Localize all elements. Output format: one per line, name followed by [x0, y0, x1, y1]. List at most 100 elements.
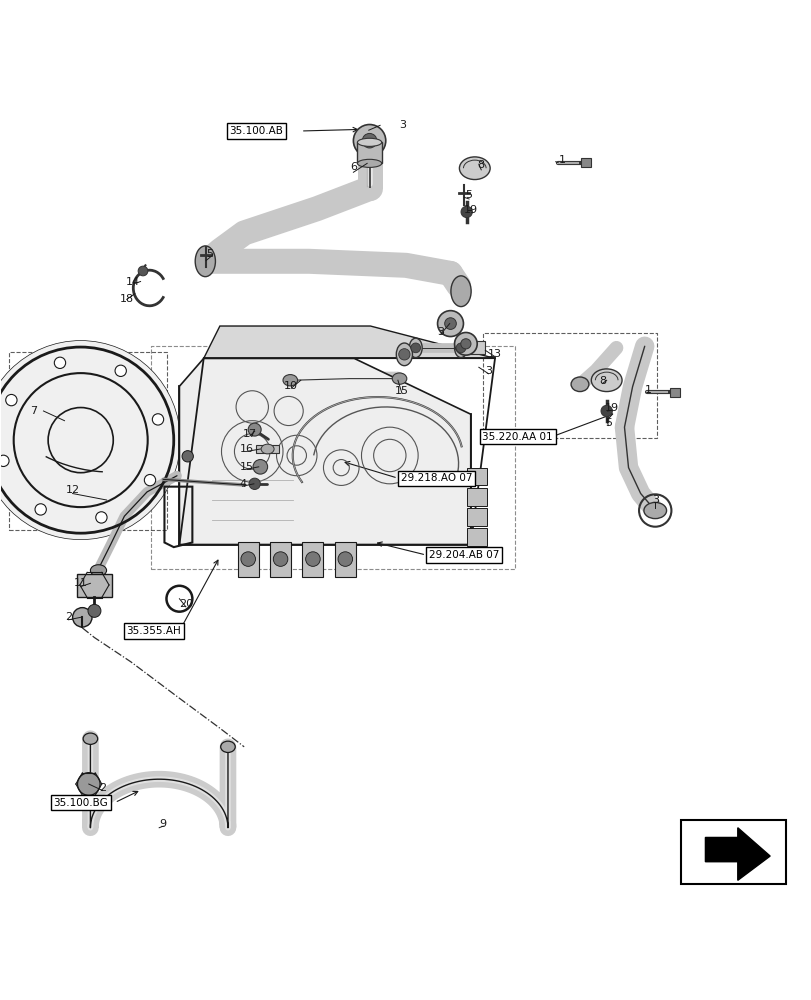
Circle shape	[54, 357, 66, 368]
Circle shape	[241, 552, 255, 566]
Circle shape	[248, 423, 261, 436]
Circle shape	[0, 341, 180, 540]
Text: 35.355.AH: 35.355.AH	[126, 626, 181, 636]
Ellipse shape	[261, 444, 274, 454]
FancyBboxPatch shape	[680, 820, 785, 884]
Text: 29.204.AB 07: 29.204.AB 07	[428, 550, 499, 560]
Text: 2: 2	[99, 783, 106, 793]
Circle shape	[410, 343, 420, 353]
FancyBboxPatch shape	[334, 542, 355, 577]
Circle shape	[456, 343, 466, 353]
Text: 8: 8	[599, 376, 606, 386]
Text: 12: 12	[66, 485, 79, 495]
FancyBboxPatch shape	[580, 158, 590, 167]
Circle shape	[454, 332, 477, 355]
Circle shape	[115, 365, 127, 376]
Text: 9: 9	[160, 819, 166, 829]
Circle shape	[0, 455, 9, 466]
Text: 35.100.BG: 35.100.BG	[54, 798, 108, 808]
Ellipse shape	[195, 246, 215, 277]
Circle shape	[461, 206, 472, 218]
Text: 19: 19	[604, 403, 619, 413]
Polygon shape	[204, 326, 495, 358]
Ellipse shape	[83, 733, 97, 744]
Circle shape	[77, 773, 100, 795]
Text: 17: 17	[242, 429, 256, 439]
Circle shape	[362, 133, 376, 148]
Ellipse shape	[396, 343, 412, 366]
Circle shape	[182, 451, 193, 462]
Ellipse shape	[570, 377, 588, 392]
Circle shape	[253, 460, 268, 474]
Circle shape	[152, 414, 164, 425]
Text: 3: 3	[651, 495, 658, 505]
Text: 2: 2	[65, 612, 72, 622]
Text: 18: 18	[119, 294, 134, 304]
Ellipse shape	[590, 369, 621, 392]
Ellipse shape	[392, 373, 406, 384]
Ellipse shape	[221, 741, 235, 752]
Ellipse shape	[357, 159, 381, 167]
Polygon shape	[179, 358, 470, 545]
Text: 16: 16	[239, 444, 253, 454]
Ellipse shape	[90, 565, 106, 576]
Text: 35.100.AB: 35.100.AB	[229, 126, 283, 136]
Text: 4: 4	[238, 479, 246, 489]
Circle shape	[460, 339, 470, 349]
Ellipse shape	[283, 375, 297, 386]
Text: 19: 19	[463, 205, 477, 215]
Text: 1: 1	[558, 155, 565, 165]
Text: 15: 15	[394, 386, 409, 396]
FancyBboxPatch shape	[466, 508, 487, 526]
Text: 7: 7	[30, 406, 37, 416]
Text: 5: 5	[207, 249, 213, 259]
Circle shape	[600, 405, 611, 417]
FancyBboxPatch shape	[302, 542, 323, 577]
Circle shape	[249, 478, 260, 489]
Circle shape	[88, 604, 101, 617]
Text: 1: 1	[645, 385, 651, 395]
FancyBboxPatch shape	[461, 341, 485, 354]
FancyBboxPatch shape	[466, 488, 487, 506]
Ellipse shape	[357, 138, 381, 146]
Circle shape	[144, 474, 156, 486]
Text: 3: 3	[437, 327, 444, 337]
Text: 5: 5	[465, 190, 472, 200]
Circle shape	[337, 552, 352, 566]
Circle shape	[305, 552, 320, 566]
Text: 14: 14	[126, 277, 140, 287]
Circle shape	[437, 311, 463, 337]
Ellipse shape	[459, 157, 490, 180]
Circle shape	[72, 608, 92, 627]
Text: 20: 20	[178, 599, 193, 609]
Ellipse shape	[450, 276, 470, 307]
FancyBboxPatch shape	[466, 528, 487, 546]
Text: 35.220.AA 01: 35.220.AA 01	[482, 432, 552, 442]
FancyBboxPatch shape	[357, 142, 381, 163]
Text: 15: 15	[239, 462, 253, 472]
Text: 10: 10	[284, 381, 298, 391]
Text: 3: 3	[484, 366, 491, 376]
FancyBboxPatch shape	[256, 445, 279, 453]
Ellipse shape	[409, 338, 422, 358]
Circle shape	[138, 266, 148, 276]
FancyBboxPatch shape	[270, 542, 290, 577]
Ellipse shape	[643, 502, 666, 519]
Text: 8: 8	[477, 160, 484, 170]
FancyBboxPatch shape	[76, 574, 112, 597]
Polygon shape	[705, 828, 769, 880]
FancyBboxPatch shape	[238, 542, 259, 577]
Text: 3: 3	[399, 120, 406, 130]
Circle shape	[273, 552, 287, 566]
FancyBboxPatch shape	[669, 388, 679, 397]
Circle shape	[398, 349, 410, 360]
Circle shape	[6, 394, 17, 406]
Text: 5: 5	[604, 418, 611, 428]
Text: 11: 11	[74, 578, 88, 588]
Ellipse shape	[454, 338, 467, 358]
Circle shape	[353, 125, 385, 157]
Circle shape	[96, 512, 107, 523]
FancyBboxPatch shape	[466, 468, 487, 485]
Text: 13: 13	[487, 349, 501, 359]
Circle shape	[444, 318, 456, 329]
